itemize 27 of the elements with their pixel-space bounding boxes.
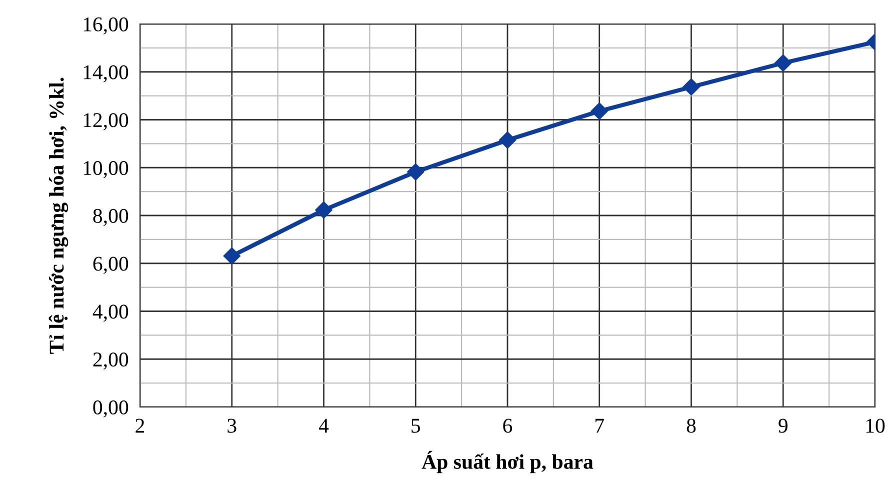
y-tick-label: 12,00 bbox=[84, 113, 128, 130]
point bbox=[590, 102, 608, 120]
y-tick-label: 6,00 bbox=[93, 256, 128, 274]
x-tick-label: 4 bbox=[318, 418, 329, 433]
x-axis-title: Áp suất hơi p, bara bbox=[422, 450, 594, 474]
x-tick-label: 3 bbox=[228, 418, 236, 433]
x-tick-label: 2 bbox=[136, 418, 144, 433]
point bbox=[498, 132, 516, 149]
x-tick-label: 5 bbox=[412, 418, 420, 433]
point bbox=[315, 201, 332, 219]
y-tick-label: 0,00 bbox=[93, 400, 128, 418]
y-tick-label: 16,00 bbox=[84, 17, 128, 34]
y-axis-title: Tỉ lệ nước ngưng hóa hơi, %kl. bbox=[48, 78, 68, 354]
x-tick-label: 9 bbox=[778, 418, 788, 433]
x-tick-label: 10 bbox=[866, 418, 885, 433]
point bbox=[774, 54, 792, 72]
x-tick-label: 8 bbox=[686, 418, 696, 433]
y-tick-label: 2,00 bbox=[93, 352, 128, 370]
point bbox=[223, 247, 240, 265]
y-tick-label: 14,00 bbox=[84, 65, 128, 82]
y-tick-label: 8,00 bbox=[93, 208, 128, 226]
y-tick-label: 10,00 bbox=[84, 161, 128, 178]
point bbox=[407, 163, 424, 180]
point bbox=[682, 78, 700, 96]
y-tick-label: 4,00 bbox=[92, 304, 128, 322]
x-tick-label: 7 bbox=[596, 418, 604, 433]
x-tick-label: 6 bbox=[503, 418, 512, 433]
